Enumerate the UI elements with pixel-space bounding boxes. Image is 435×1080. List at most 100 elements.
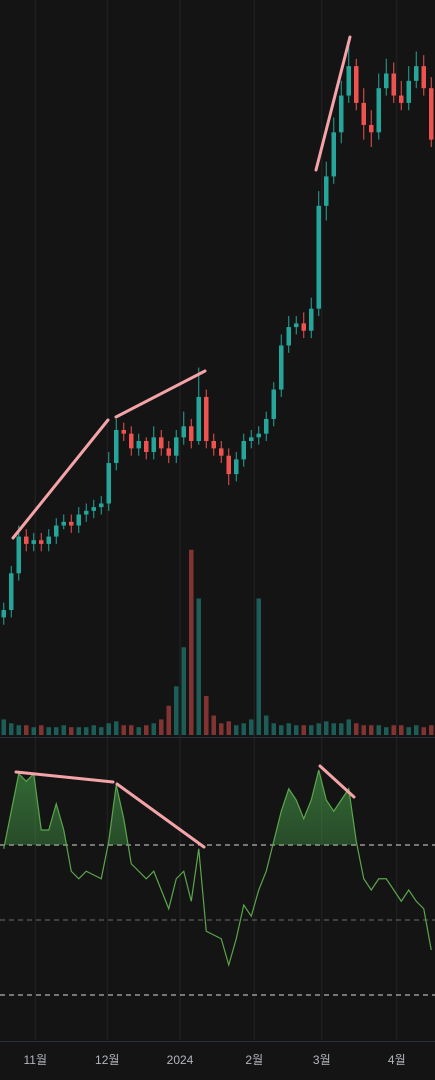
x-tick-label: 2024: [167, 1053, 194, 1067]
volume-bar: [106, 723, 111, 735]
candle-body: [99, 503, 104, 508]
candle-body: [421, 66, 426, 89]
trend-line: [318, 764, 356, 799]
candle-body: [9, 573, 14, 611]
volume-bar: [361, 725, 366, 735]
candle-body: [279, 345, 284, 390]
candle-body: [174, 437, 179, 456]
candle-body: [196, 396, 201, 441]
volume-bar: [144, 725, 149, 735]
volume-bar: [264, 715, 269, 735]
candle-body: [24, 536, 29, 544]
candle-body: [384, 73, 389, 89]
volume-bar: [301, 725, 306, 735]
candle-body: [136, 441, 141, 449]
candle-body: [84, 510, 89, 515]
candle-body: [309, 308, 314, 331]
candle-body: [346, 66, 351, 96]
rsi-overbought-fill: [3, 770, 432, 845]
volume-bar: [421, 727, 426, 735]
volume-bar: [99, 727, 104, 735]
candle-body: [294, 323, 299, 328]
candle-body: [76, 514, 81, 526]
volume-bar: [46, 727, 51, 735]
volume-bar: [31, 727, 36, 735]
candle-body: [219, 448, 224, 456]
candle-body: [256, 433, 261, 438]
volume-bar: [174, 686, 179, 735]
volume-bar: [151, 723, 156, 735]
candle-body: [204, 396, 209, 441]
volume-bar: [189, 549, 194, 735]
volume-bar: [256, 598, 261, 735]
volume-bar: [369, 725, 374, 735]
candle-body: [361, 102, 366, 125]
candle-body: [264, 418, 269, 434]
volume-bar: [339, 723, 344, 735]
volume-bar: [54, 727, 59, 735]
candle-body: [31, 540, 36, 544]
volume-bar: [9, 723, 14, 735]
candle-body: [159, 437, 164, 449]
candle-body: [429, 88, 434, 140]
volume-bar: [129, 725, 134, 735]
volume-bar: [414, 725, 419, 735]
volume-bar: [181, 647, 186, 735]
trend-line: [14, 770, 115, 784]
candle-body: [151, 437, 156, 453]
grid: [34, 0, 398, 1040]
volume-bar: [114, 721, 119, 735]
candle-body: [114, 429, 119, 464]
candle-body: [54, 525, 59, 537]
candle-body: [129, 433, 134, 449]
volume-bar: [159, 719, 164, 735]
volume-bar: [316, 723, 321, 735]
volume-bar: [324, 721, 329, 735]
x-tick-label: 12월: [95, 1053, 119, 1067]
volume-bar: [294, 725, 299, 735]
trend-line: [114, 369, 207, 419]
candle-body: [39, 540, 44, 544]
rsi-line: [3, 769, 432, 968]
volume-bar: [271, 723, 276, 735]
candle-body: [91, 507, 96, 511]
volume-bar: [399, 725, 404, 735]
trend-lines: [11, 35, 356, 849]
volume-bar: [309, 725, 314, 735]
volume-bar: [354, 723, 359, 735]
volume-bar: [384, 727, 389, 735]
candle-body: [331, 132, 336, 177]
candle-body: [369, 124, 374, 133]
volume-bar: [76, 727, 81, 735]
volume-bar: [286, 723, 291, 735]
trend-line: [115, 782, 206, 849]
volume-bar: [166, 705, 171, 735]
x-tick-label: 2월: [245, 1053, 263, 1067]
candle-body: [46, 536, 51, 544]
candle-body: [121, 429, 126, 434]
candle-body: [234, 459, 239, 475]
volume-bar: [429, 725, 434, 735]
candle-body: [226, 455, 231, 475]
candle-body: [271, 389, 276, 419]
candle-body: [391, 73, 396, 96]
candle-body: [399, 95, 404, 103]
volume-bar: [196, 598, 201, 735]
volume-bar: [226, 721, 231, 735]
x-tick-label: 4월: [388, 1053, 406, 1067]
volume-bar: [204, 696, 209, 735]
candle-body: [16, 536, 21, 574]
candle-body: [189, 426, 194, 441]
candle-body: [316, 205, 321, 309]
volume-bar: [241, 723, 246, 735]
volume-bar: [346, 719, 351, 735]
volume-bar: [39, 725, 44, 735]
volume-bar: [211, 715, 216, 735]
volume-bar: [91, 725, 96, 735]
candle-body: [354, 66, 359, 103]
trend-line: [11, 418, 110, 540]
volume-bar: [406, 727, 411, 735]
volume-bar: [1, 719, 6, 735]
